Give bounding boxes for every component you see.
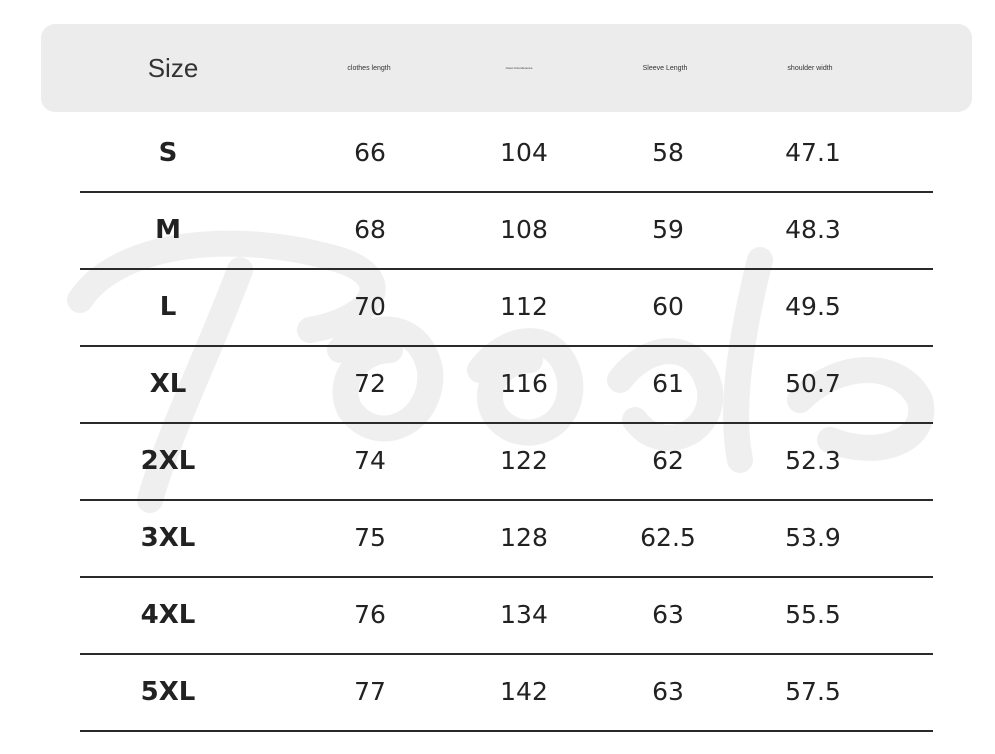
clothes-length-cell: 66: [354, 138, 386, 167]
shoulder-width-cell: 52.3: [785, 446, 841, 475]
clothes-length-cell: 77: [354, 677, 386, 706]
clothes-length-cell: 70: [354, 292, 386, 321]
size-cell: L: [159, 291, 177, 322]
table-row: 2XL 74 122 62 52.3: [80, 422, 933, 501]
sleeve-length-cell: 63: [652, 677, 684, 706]
table-row: 5XL 77 142 63 57.5: [80, 653, 933, 732]
chest-cell: 134: [500, 600, 548, 629]
size-cell: 3XL: [140, 522, 196, 553]
table-row: L 70 112 60 49.5: [80, 268, 933, 347]
chest-cell: 122: [500, 446, 548, 475]
clothes-length-cell: 76: [354, 600, 386, 629]
size-cell: XL: [149, 368, 187, 399]
chest-cell: 116: [500, 369, 548, 398]
sleeve-length-cell: 58: [652, 138, 684, 167]
shoulder-width-cell: 48.3: [785, 215, 841, 244]
sleeve-length-cell: 63: [652, 600, 684, 629]
shoulder-width-cell: 53.9: [785, 523, 841, 552]
sleeve-length-cell: 62.5: [640, 523, 696, 552]
shoulder-width-cell: 55.5: [785, 600, 841, 629]
header-sleeve-length: Sleeve Length: [642, 64, 688, 72]
header-size: Size: [147, 52, 199, 83]
clothes-length-cell: 68: [354, 215, 386, 244]
table-row: 4XL 76 134 63 55.5: [80, 576, 933, 655]
clothes-length-cell: 74: [354, 446, 386, 475]
chest-cell: 104: [500, 138, 548, 167]
sleeve-length-cell: 62: [652, 446, 684, 475]
table-row: XL 72 116 61 50.7: [80, 345, 933, 424]
header-clothes-length: clothes length: [347, 64, 391, 72]
size-cell: 5XL: [140, 676, 196, 707]
shoulder-width-cell: 57.5: [785, 677, 841, 706]
chest-cell: 142: [500, 677, 548, 706]
clothes-length-cell: 72: [354, 369, 386, 398]
size-cell: S: [158, 137, 178, 168]
shoulder-width-cell: 47.1: [785, 138, 841, 167]
size-cell: M: [155, 214, 181, 245]
table-row: M 68 108 59 48.3: [80, 191, 933, 270]
sleeve-length-cell: 60: [652, 292, 684, 321]
table-header: Size clothes length chest circumference …: [41, 24, 972, 112]
table-row: S 66 104 58 47.1: [80, 114, 933, 193]
chest-cell: 112: [500, 292, 548, 321]
chest-cell: 128: [500, 523, 548, 552]
shoulder-width-cell: 50.7: [785, 369, 841, 398]
size-cell: 2XL: [140, 445, 196, 476]
table-row: 3XL 75 128 62.5 53.9: [80, 499, 933, 578]
header-shoulder-width: shoulder width: [787, 64, 833, 72]
sleeve-length-cell: 59: [652, 215, 684, 244]
clothes-length-cell: 75: [354, 523, 386, 552]
header-chest-circumference: chest circumference: [505, 66, 533, 70]
chest-cell: 108: [500, 215, 548, 244]
watermark-logo: [67, 230, 935, 513]
size-cell: 4XL: [140, 599, 196, 630]
shoulder-width-cell: 49.5: [785, 292, 841, 321]
sleeve-length-cell: 61: [652, 369, 684, 398]
